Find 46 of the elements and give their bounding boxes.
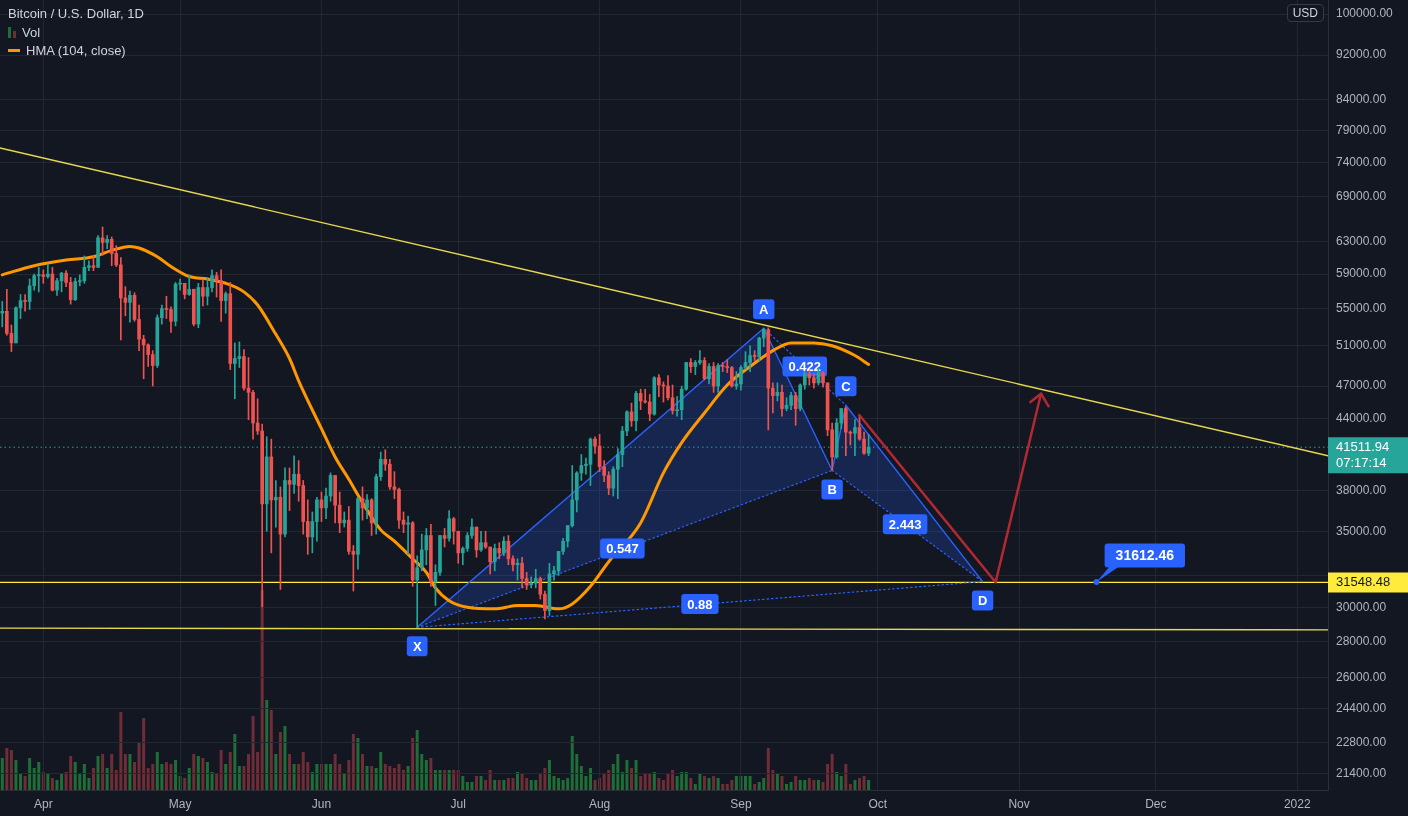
ref-line-label: 31548.48 [1336, 573, 1391, 589]
y-tick-label: 92000.00 [1336, 47, 1387, 62]
y-tick-label: 55000.00 [1336, 300, 1387, 315]
x-tick-label: 2022 [1283, 796, 1311, 811]
x-tick-label: Dec [1145, 796, 1167, 811]
annotation: 0.422 [788, 359, 822, 375]
y-tick-label: 84000.00 [1336, 92, 1387, 107]
y-tick-label: 69000.00 [1336, 189, 1387, 204]
annotation: B [827, 482, 837, 498]
annotation: 31612.46 [1115, 547, 1175, 564]
y-tick-label: 22800.00 [1336, 734, 1387, 749]
x-tick-label: Nov [1008, 796, 1030, 811]
annotation: X [412, 638, 422, 654]
x-tick-label: Apr [33, 796, 53, 811]
annotation: C [841, 378, 852, 394]
y-tick-label: 74000.00 [1336, 154, 1387, 169]
y-tick-label: 26000.00 [1336, 670, 1387, 685]
x-tick-label: Oct [868, 796, 888, 811]
annotation: D [977, 593, 988, 609]
annotation: 0.547 [606, 541, 639, 557]
annotation: 0.88 [687, 596, 713, 612]
legend-label: HMA (104, close) [26, 42, 126, 58]
y-tick-label: 28000.00 [1336, 633, 1387, 648]
y-tick-label: 44000.00 [1336, 410, 1387, 425]
y-tick-label: 24400.00 [1336, 701, 1387, 716]
x-tick-label: May [168, 796, 192, 811]
y-tick-label: 38000.00 [1336, 483, 1387, 498]
annotation: 2.443 [888, 516, 922, 532]
legend-label: Vol [22, 24, 41, 40]
x-tick-label: Jun [311, 796, 332, 811]
y-tick-label: 47000.00 [1336, 378, 1387, 393]
y-tick-label: 35000.00 [1336, 523, 1387, 538]
y-tick-label: 21400.00 [1336, 765, 1387, 780]
annotation: A [759, 301, 770, 317]
y-tick-label: 59000.00 [1336, 266, 1387, 281]
x-tick-label: Jul [450, 796, 466, 811]
x-tick-label: Sep [730, 796, 752, 811]
y-tick-label: 63000.00 [1336, 234, 1387, 249]
y-tick-label: 100000.00 [1336, 6, 1394, 21]
x-tick-label: Aug [588, 796, 611, 811]
y-axis-title: USD [1286, 4, 1324, 22]
y-tick-label: 79000.00 [1336, 122, 1387, 137]
text: Bitcoin / U.S. Dollar, 1D [8, 6, 144, 21]
ref-line-label: 41511.94 07:17:14 [1336, 438, 1390, 470]
y-tick-label: 51000.00 [1336, 338, 1387, 353]
y-tick-label: 30000.00 [1336, 599, 1387, 614]
